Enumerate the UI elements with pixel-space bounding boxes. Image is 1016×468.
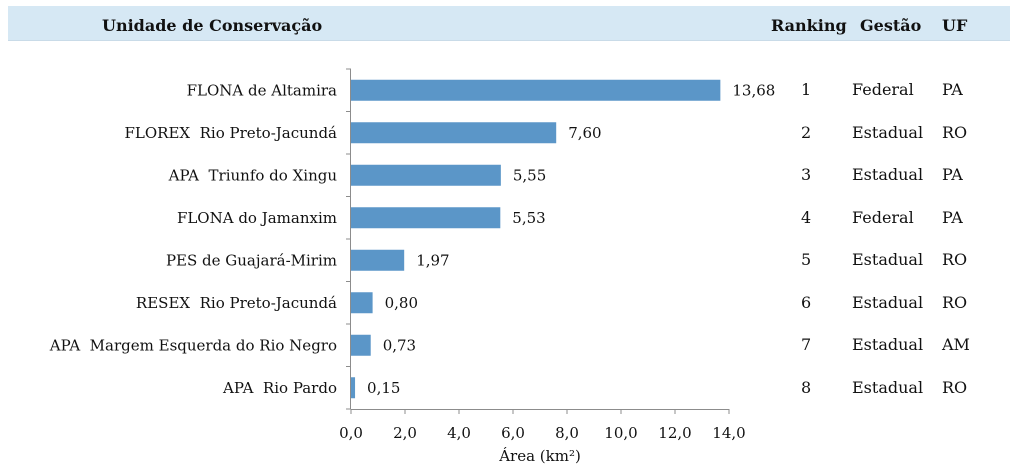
- data-label: 1,97: [416, 251, 449, 269]
- data-label: 13,68: [732, 81, 775, 99]
- x-tick-label: 6,0: [501, 424, 525, 442]
- header-unit: Unidade de Conservação: [102, 16, 323, 35]
- bar: [351, 249, 405, 271]
- ranking-cell: 4: [801, 207, 812, 227]
- data-label: 0,73: [383, 336, 416, 354]
- x-axis-title: Área (km²): [498, 447, 581, 465]
- ranking-cell: 8: [801, 377, 812, 397]
- uf-cell: PA: [942, 80, 963, 100]
- ranking-cell: 1: [801, 80, 812, 100]
- ranking-cell: 6: [801, 292, 812, 312]
- category-label: FLONA do Jamanxim: [177, 209, 337, 227]
- uf-cell: RO: [942, 377, 968, 397]
- x-tick-label: 2,0: [393, 424, 417, 442]
- gestao-cell: Federal: [852, 80, 914, 100]
- data-label: 7,60: [568, 124, 601, 142]
- bar: [351, 79, 721, 101]
- gestao-cell: Estadual: [852, 335, 924, 355]
- bar: [351, 122, 557, 144]
- gestao-cell: Estadual: [852, 122, 924, 142]
- uf-cell: AM: [942, 335, 970, 355]
- data-label: 5,55: [513, 166, 546, 184]
- header-gestao: Gestão: [860, 16, 922, 35]
- bar: [351, 334, 371, 356]
- x-tick-label: 10,0: [604, 424, 637, 442]
- ranking-cell: 5: [801, 250, 812, 270]
- category-label: RESEX Rio Preto-Jacundá: [136, 294, 337, 312]
- x-tick-label: 12,0: [658, 424, 691, 442]
- bar: [351, 292, 373, 314]
- gestao-cell: Estadual: [852, 165, 924, 185]
- table-header-bar: [8, 6, 1010, 41]
- data-label: 5,53: [512, 209, 545, 227]
- category-label: APA Triunfo do Xingu: [168, 166, 338, 184]
- gestao-cell: Estadual: [852, 250, 924, 270]
- data-label: 0,15: [367, 379, 400, 397]
- header-uf: UF: [942, 16, 968, 35]
- uf-cell: RO: [942, 292, 968, 312]
- bar: [351, 377, 356, 399]
- ranking-cell: 3: [801, 165, 812, 185]
- bar: [351, 207, 501, 229]
- uf-cell: PA: [942, 207, 963, 227]
- category-label: APA Rio Pardo: [222, 379, 337, 397]
- uf-cell: RO: [942, 250, 968, 270]
- ranking-cell: 7: [801, 335, 812, 355]
- bar: [351, 164, 501, 186]
- x-tick-label: 8,0: [555, 424, 579, 442]
- gestao-cell: Estadual: [852, 377, 924, 397]
- x-tick-label: 0,0: [339, 424, 363, 442]
- uf-cell: PA: [942, 165, 963, 185]
- gestao-cell: Federal: [852, 207, 914, 227]
- gestao-cell: Estadual: [852, 292, 924, 312]
- x-tick-label: 4,0: [447, 424, 471, 442]
- header-ranking: Ranking: [771, 16, 847, 35]
- category-label: APA Margem Esquerda do Rio Negro: [49, 336, 337, 354]
- uf-cell: RO: [942, 122, 968, 142]
- category-label: FLONA de Altamira: [187, 81, 337, 99]
- category-label: PES de Guajará-Mirim: [166, 251, 337, 269]
- data-label: 0,80: [385, 294, 418, 312]
- category-label: FLOREX Rio Preto-Jacundá: [124, 124, 337, 142]
- ranking-cell: 2: [801, 122, 812, 142]
- x-tick-label: 14,0: [712, 424, 745, 442]
